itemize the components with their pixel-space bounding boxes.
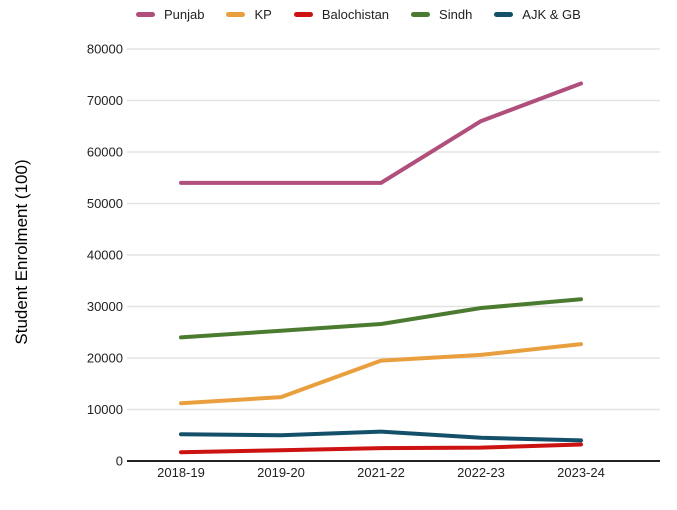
y-tick-label-0: 0: [116, 454, 123, 469]
legend-label-balochistan: Balochistan: [321, 7, 390, 22]
legend-label-ajk-gb: AJK & GB: [522, 7, 581, 22]
legend-label-punjab: Punjab: [164, 7, 205, 22]
legend-swatch-kp: [226, 12, 246, 17]
legend-swatch-balochistan: [293, 12, 313, 17]
series-line-sindh: [179, 297, 583, 340]
y-tick-label-10000: 10000: [87, 402, 123, 417]
legend-swatch-sindh: [411, 12, 431, 17]
y-axis-title: Student Enrolment (100): [12, 159, 31, 345]
legend-item-balochistan: Balochistan: [293, 7, 390, 22]
chart-legend: Punjab KP Balochistan Sindh AJK & GB: [136, 7, 581, 22]
y-tick-label-50000: 50000: [87, 196, 123, 211]
y-tick-label-70000: 70000: [87, 93, 123, 108]
y-tick-label-60000: 60000: [87, 145, 123, 160]
series-line-ajk-gb: [179, 429, 583, 443]
y-tick-label-20000: 20000: [87, 351, 123, 366]
y-tick-label-80000: 80000: [87, 42, 123, 57]
x-tick-label-2023-24: 2023-24: [557, 465, 605, 480]
legend-item-punjab: Punjab: [136, 7, 204, 22]
legend-label-sindh: Sindh: [439, 7, 473, 22]
x-tick-label-2018-19: 2018-19: [157, 465, 205, 480]
y-tick-label-40000: 40000: [87, 248, 123, 263]
legend-item-kp: KP: [226, 7, 272, 22]
legend-item-ajk-gb: AJK & GB: [494, 7, 581, 22]
x-tick-label-2021-22: 2021-22: [357, 465, 405, 480]
y-tick-label-30000: 30000: [87, 299, 123, 314]
series-line-kp: [179, 342, 583, 406]
x-tick-label-2022-23: 2022-23: [457, 465, 505, 480]
legend-label-kp: KP: [254, 7, 272, 22]
series-line-balochistan: [179, 442, 583, 455]
legend-swatch-punjab: [136, 12, 155, 17]
x-tick-label-2019-20: 2019-20: [257, 465, 305, 480]
legend-swatch-ajk-gb: [494, 12, 514, 17]
legend-item-sindh: Sindh: [411, 7, 472, 22]
series-line-punjab: [179, 81, 583, 185]
